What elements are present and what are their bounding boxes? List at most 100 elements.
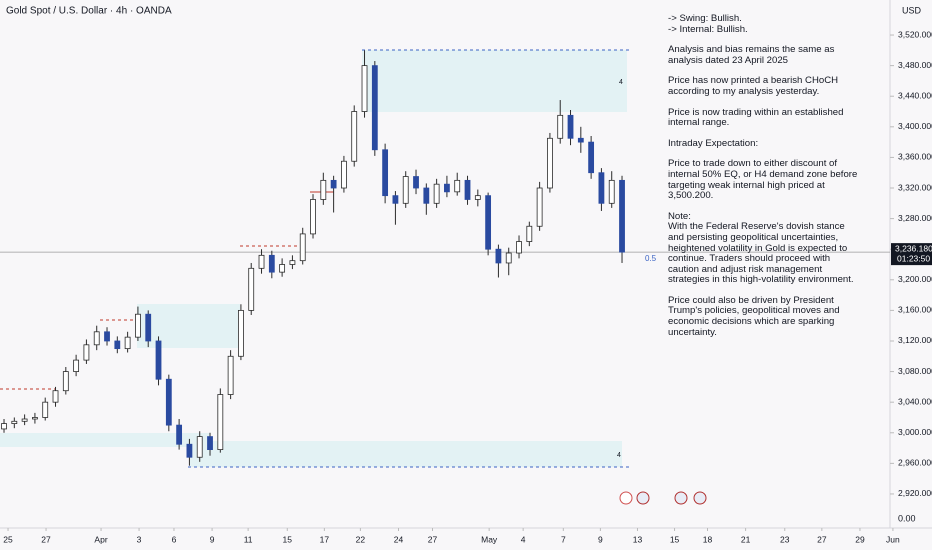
candle-body — [176, 424, 183, 445]
price-tag-label: 3,236.180 — [895, 243, 932, 253]
y-tick-label: 3,200.000 — [898, 274, 932, 284]
candle-body — [104, 331, 110, 342]
x-tick-label: 27 — [428, 534, 438, 544]
x-tick-label: 3 — [137, 534, 142, 544]
demand-zone — [0, 433, 210, 447]
event-icon[interactable] — [636, 491, 650, 505]
candle-body — [392, 195, 399, 204]
candle-body — [52, 390, 59, 403]
note: Price could also be driven by President … — [668, 294, 840, 338]
y-tick-label: 3,080.000 — [898, 366, 932, 376]
candle-body — [526, 225, 533, 242]
candle-body — [227, 355, 234, 395]
candle-body — [341, 160, 347, 189]
note: Note: — [668, 210, 691, 222]
candle-body — [155, 340, 162, 380]
candle-body — [505, 252, 512, 264]
candle-body — [444, 183, 450, 193]
candle-body — [598, 172, 605, 204]
y-tick-label: 2,920.000 — [898, 488, 932, 498]
candle-body — [310, 199, 316, 235]
x-tick-label: 9 — [210, 534, 215, 544]
candle-body — [464, 179, 471, 200]
x-tick-label: 11 — [244, 534, 253, 544]
x-tick-label: 9 — [598, 534, 603, 544]
event-icon[interactable] — [674, 491, 688, 505]
price-tag — [891, 243, 932, 266]
demand-zone — [137, 304, 240, 348]
candle-body — [217, 394, 224, 450]
candle-body — [207, 436, 213, 450]
candle-body — [423, 187, 430, 204]
candle-body — [547, 137, 553, 189]
candle-body — [413, 176, 419, 189]
chart-title: Gold Spot / U.S. Dollar · 4h · OANDA — [6, 6, 172, 17]
event-icon[interactable] — [693, 491, 707, 505]
candle-body — [248, 267, 255, 311]
candle-body — [238, 309, 244, 357]
x-tick-label: 4 — [521, 534, 526, 544]
candle-body — [186, 443, 193, 458]
currency: USD — [902, 5, 922, 15]
x-tick-label: 21 — [741, 534, 751, 544]
candle-body — [557, 114, 564, 139]
candle-body — [62, 371, 69, 392]
candle-body — [536, 187, 543, 227]
y-tick-label: 3,160.000 — [898, 305, 932, 315]
x-tick-label: Jun — [886, 534, 900, 544]
axis-note: 0.00 — [898, 513, 916, 523]
demand-zone — [190, 441, 622, 467]
x-tick-label: 24 — [394, 534, 404, 544]
x-tick-label: 13 — [633, 534, 643, 544]
candle-body — [299, 233, 306, 262]
x-tick-label: 7 — [561, 534, 566, 544]
candle-body — [495, 248, 502, 264]
candle-body — [1, 423, 7, 430]
candle-body — [135, 313, 141, 338]
x-tick-label: Apr — [94, 534, 107, 544]
note: Price has now printed a bearish CHoCH ac… — [668, 75, 839, 97]
zone-label: 4 — [619, 79, 623, 86]
y-tick-label: 3,040.000 — [898, 396, 932, 406]
y-tick-label: 3,440.000 — [898, 90, 932, 100]
note: With the Federal Reserve's dovish stance… — [668, 221, 854, 286]
event-icon[interactable] — [619, 491, 633, 505]
candle-body — [21, 418, 28, 422]
candle-body — [145, 313, 152, 342]
candle-body — [320, 179, 327, 200]
x-tick-label: 17 — [320, 534, 330, 544]
x-tick-label: 15 — [670, 534, 680, 544]
candle-body — [268, 254, 275, 273]
x-tick-label: 23 — [780, 534, 790, 544]
y-tick-label: 3,320.000 — [898, 182, 932, 192]
analysis-notes: -> Swing: Bullish. -> Internal: Bullish.… — [668, 13, 858, 348]
note: -> Internal: Bullish. — [668, 23, 748, 35]
candle-body — [516, 241, 522, 254]
y-tick-label: 3,120.000 — [898, 335, 932, 345]
candle-body — [93, 331, 100, 346]
candle-body — [371, 65, 378, 151]
candle-body — [32, 417, 38, 420]
candle-body — [402, 176, 409, 204]
note: Intraday Expectation: — [668, 137, 759, 149]
candle-body — [608, 179, 615, 204]
candle-body — [454, 179, 461, 193]
candle-body — [11, 420, 18, 424]
candle-body — [485, 195, 492, 250]
candle-body — [289, 260, 296, 265]
candle-body — [351, 111, 358, 162]
candle-body — [279, 264, 286, 273]
y-tick-label: 3,360.000 — [898, 152, 932, 162]
y-tick-label: 3,480.000 — [898, 60, 932, 70]
x-tick-label: 29 — [855, 534, 865, 544]
candle-body — [361, 65, 368, 112]
candle-body — [382, 149, 389, 197]
candle-body — [73, 359, 80, 372]
countdown: 01:23:50 — [897, 253, 930, 263]
candle-body — [588, 141, 595, 174]
candle-body — [124, 336, 131, 350]
x-tick-label: 27 — [41, 534, 51, 544]
candle-body — [433, 183, 440, 204]
x-tick-label: 25 — [3, 534, 13, 544]
